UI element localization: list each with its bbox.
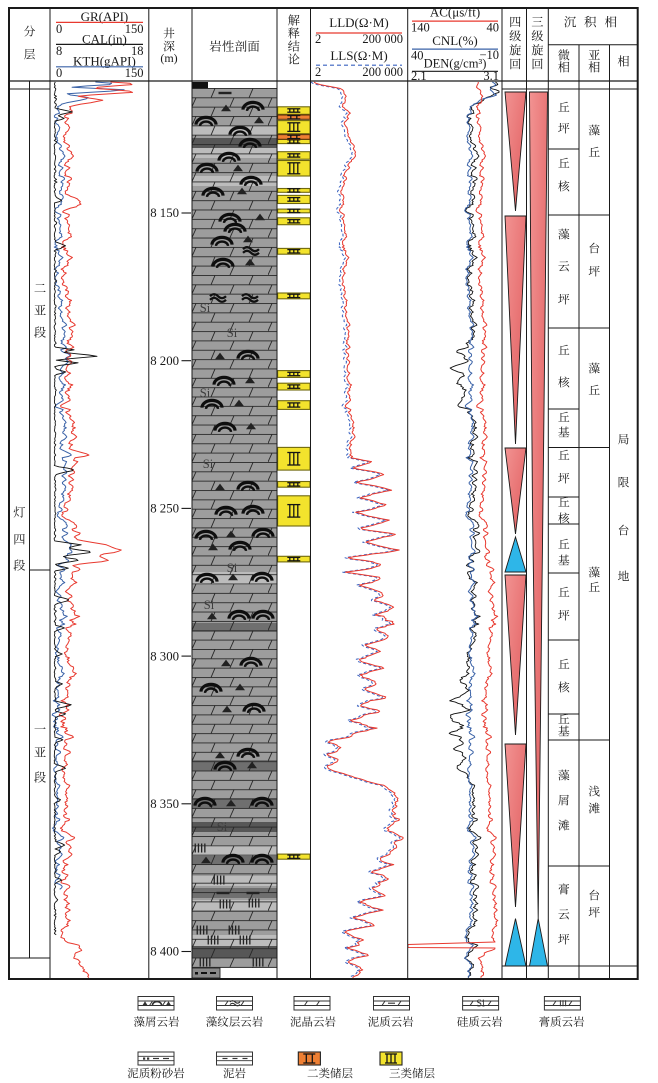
svg-text:2: 2 (315, 32, 321, 46)
svg-text:8 200: 8 200 (150, 354, 179, 368)
svg-text:2.1: 2.1 (411, 69, 427, 83)
svg-text:Si: Si (227, 561, 238, 575)
svg-text:2: 2 (315, 65, 321, 79)
svg-text:Si: Si (204, 598, 215, 612)
svg-text:40: 40 (487, 21, 500, 35)
svg-text:Si: Si (203, 457, 214, 471)
svg-text:150: 150 (125, 22, 144, 36)
svg-text:Si: Si (476, 999, 485, 1010)
svg-text:140: 140 (411, 21, 430, 35)
svg-text:0: 0 (56, 66, 62, 80)
svg-text:Si: Si (200, 301, 211, 315)
svg-text:Si: Si (200, 386, 211, 400)
svg-text:8 400: 8 400 (150, 945, 179, 959)
svg-text:(m): (m) (160, 51, 177, 65)
svg-text:GR(API): GR(API) (81, 9, 129, 24)
svg-text:−10: −10 (479, 48, 499, 62)
svg-text:150: 150 (125, 66, 144, 80)
svg-text:40: 40 (411, 49, 424, 63)
svg-text:LLS(Ω·M): LLS(Ω·M) (330, 48, 387, 63)
svg-text:8 250: 8 250 (150, 502, 179, 516)
svg-text:8: 8 (56, 44, 62, 58)
svg-text:AC(μs/ft): AC(μs/ft) (430, 5, 480, 20)
svg-text:3.1: 3.1 (483, 69, 499, 83)
svg-text:CNL(%): CNL(%) (432, 33, 478, 48)
svg-text:DEN(g/cm³): DEN(g/cm³) (424, 57, 487, 71)
svg-text:200 000: 200 000 (362, 32, 403, 46)
svg-text:LLD(Ω·M): LLD(Ω·M) (329, 15, 388, 30)
svg-text:8 350: 8 350 (150, 797, 179, 811)
svg-text:KTH(gAPI): KTH(gAPI) (73, 54, 136, 69)
svg-text:18: 18 (131, 44, 144, 58)
svg-text:Si: Si (227, 326, 238, 340)
svg-text:8 150: 8 150 (150, 206, 179, 220)
svg-text:200 000: 200 000 (362, 65, 403, 79)
svg-text:Si: Si (217, 820, 228, 834)
svg-text:0: 0 (56, 22, 62, 36)
svg-text:CAL(in): CAL(in) (82, 32, 127, 47)
svg-text:8 300: 8 300 (150, 649, 179, 663)
